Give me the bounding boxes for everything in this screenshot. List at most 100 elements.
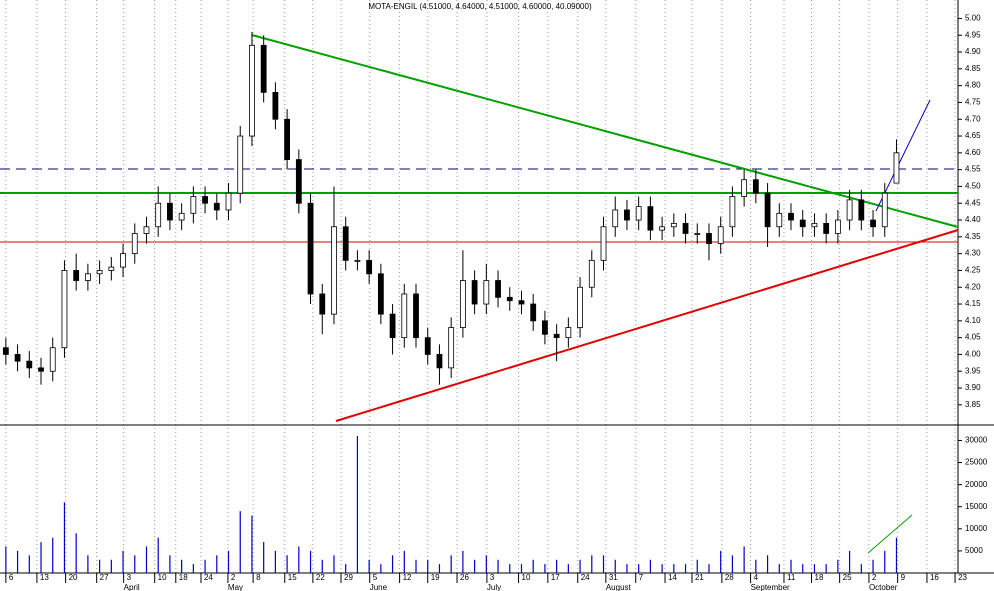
volume-bar [368,559,370,573]
y-tick-label: 4.85 [965,64,981,73]
volume-bar [895,537,898,573]
volume-bar [766,555,769,573]
candle-body [131,233,138,255]
candle-body [190,196,197,214]
volume-bar [626,564,628,573]
candle-body [155,202,162,228]
volume-bar [87,555,89,573]
y-tick-label: 4.60 [965,148,981,157]
volume-bar [321,559,323,573]
month-label: June [370,583,388,591]
candle-body [436,354,443,369]
candle-body [542,320,548,335]
y-tick-label: 4.00 [965,350,981,359]
candle-body [225,192,232,211]
volume-bar [16,550,19,573]
candle-body [84,273,91,281]
candle-body [670,222,677,228]
candle-body [295,159,302,204]
x-tick-label: 16 [930,573,939,582]
volume-bar [333,555,335,573]
x-tick-label: 3 [127,573,132,582]
candle-body [659,226,666,231]
x-tick-label: 2 [872,573,877,582]
candle-body [143,226,150,234]
candle-body [366,259,373,275]
x-tick-label: 27 [100,573,109,582]
volume-bar [474,559,476,573]
volume-bar [497,559,499,573]
volume-bar [227,550,230,573]
volume-bar [122,550,124,573]
y-tick-label: 4.30 [965,249,981,258]
candle-body [448,327,455,369]
x-tick-label: 18 [179,573,188,582]
candle-body [834,219,841,234]
x-tick-label: 3 [490,573,495,582]
candle-body [178,212,185,221]
volume-bar [802,564,804,573]
candle-body [811,222,818,228]
y-tick-label: 4.50 [965,182,981,191]
candle-body [553,333,560,339]
volume-bar [567,564,569,573]
y-tick-label: 30000 [965,436,988,445]
volume-bar [813,564,816,573]
candle-body [389,313,396,339]
candle-body [706,233,712,244]
candle-body [600,226,607,261]
y-tick-label: 4.15 [965,299,981,308]
volume-bar [614,559,616,573]
candle-body [2,347,9,355]
candle-body [858,199,865,221]
candle-body [530,303,537,322]
y-tick-label: 4.45 [965,198,981,207]
volume-bar [661,564,663,573]
month-label: May [228,583,243,591]
y-tick-label: 4.20 [965,282,981,291]
candle-body [776,212,783,228]
volume-bar [743,546,745,573]
volume-bar [274,550,276,573]
candle-body [249,44,255,137]
candle-body [518,300,525,305]
candle-body [694,233,701,235]
volume-bar [649,559,651,573]
y-tick-label: 4.95 [965,30,981,39]
candle-body [823,222,830,234]
x-tick-label: 21 [695,573,704,582]
volume-bar [591,555,593,573]
volume-bar [462,550,464,573]
x-tick-label: 6 [9,573,14,582]
volume-bar [825,564,827,573]
volume-bar [790,559,792,573]
volume-bar [450,555,452,573]
x-tick-label: 10 [522,573,531,582]
y-tick-label: 4.75 [965,98,981,107]
candle-body [413,293,419,339]
volume-bar [638,564,640,573]
x-tick-label: 20 [69,573,78,582]
volume-bar [169,555,171,573]
x-tick-label: 5 [373,573,378,582]
candle-body [893,152,900,184]
y-tick-label: 4.05 [965,333,981,342]
candle-body [495,280,501,298]
y-tick-label: 4.90 [965,47,981,56]
month-label: July [487,583,501,591]
x-tick-label: 17 [551,573,560,582]
month-label: April [124,583,140,591]
volume-bar [63,502,66,573]
candle-body [870,219,876,228]
volume-bar [216,555,218,573]
x-tick-label: 31 [609,573,618,582]
candle-body [260,44,267,93]
trend-line [251,34,959,228]
candle-body [61,270,68,349]
y-tick-label: 4.25 [965,266,981,275]
volume-bar [345,564,347,573]
candle-body [202,196,208,204]
chart-title: MOTA-ENGIL (4.51000, 4.64000, 4.51000, 4… [368,2,592,11]
volume-bar [134,555,136,573]
